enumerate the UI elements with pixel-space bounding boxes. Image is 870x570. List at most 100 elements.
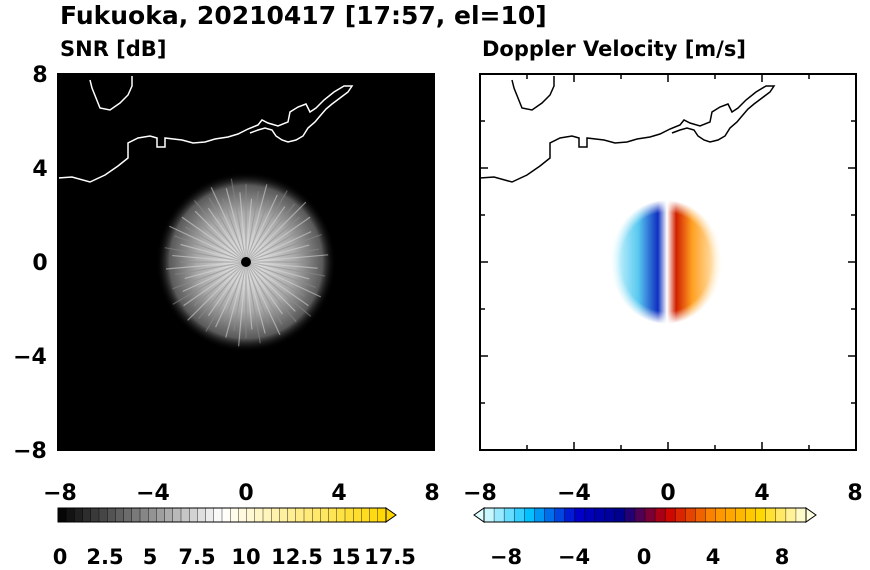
colorbar-bin (180, 507, 190, 523)
snr-ray (215, 261, 247, 328)
snr-coastline-north (89, 76, 133, 111)
snr-ray (205, 261, 247, 332)
doppler-panel-title: Doppler Velocity [m/s] (482, 37, 746, 61)
colorbar-bin (238, 507, 248, 523)
colorbar-bin (98, 507, 108, 523)
snr-ray (245, 216, 300, 263)
snr-ray (245, 191, 260, 263)
snr-echo (156, 172, 336, 352)
colorbar-bin (574, 507, 586, 523)
colorbar-bin (205, 507, 215, 523)
colorbar-bin (594, 507, 606, 523)
doppler-cbar-label-neg8: −8 (490, 545, 522, 569)
snr-ray (245, 261, 269, 324)
colorbar-bin (188, 507, 198, 523)
snr-tick-marks (57, 73, 435, 451)
colorbar-bin (584, 507, 596, 523)
colorbar-bin (312, 507, 322, 523)
snr-panel: SNR [dB] 8 4 0 −4 −8 −8 −4 0 4 8 0 2.5 5… (13, 37, 440, 569)
colorbar-bin (483, 507, 495, 523)
colorbar-bin (725, 507, 737, 523)
snr-cbar-label-5: 12.5 (271, 545, 323, 569)
snr-ray (245, 261, 296, 312)
colorbar-bin (715, 507, 727, 523)
snr-ray (175, 261, 247, 276)
colorbar-bin (123, 507, 133, 523)
snr-ytick-0: 0 (32, 251, 47, 276)
snr-colorbar-labels: 0 2.5 5 7.5 10 12.5 15 17.5 (53, 545, 416, 569)
snr-ray (245, 261, 318, 269)
snr-ray (197, 261, 247, 320)
snr-ray (245, 254, 329, 263)
colorbar-bin (246, 507, 256, 523)
snr-ray (210, 186, 247, 263)
snr-ray (184, 261, 247, 280)
doppler-xtick-neg8: −8 (463, 481, 497, 506)
snr-ray (233, 261, 247, 331)
colorbar-bin (82, 507, 92, 523)
snr-ray (245, 194, 278, 263)
figure-title: Fukuoka, 20210417 [17:57, el=10] (60, 1, 547, 30)
colorbar-bin (503, 507, 515, 523)
snr-ray (193, 200, 247, 263)
snr-ray (245, 261, 266, 334)
snr-ray (193, 261, 247, 306)
snr-ray (245, 261, 253, 330)
colorbar-bin (271, 507, 281, 523)
colorbar-bin (303, 507, 313, 523)
colorbar-bin (554, 507, 566, 523)
snr-ray (245, 198, 253, 263)
colorbar-bin (106, 507, 116, 523)
colorbar-bin (229, 507, 239, 523)
snr-ray (180, 243, 247, 263)
colorbar-bin (544, 507, 556, 523)
snr-ray (245, 261, 297, 323)
colorbar-bin (213, 507, 223, 523)
colorbar-bin (172, 507, 182, 523)
snr-ray (245, 261, 281, 336)
colorbar-bin (564, 507, 576, 523)
snr-ray (245, 261, 305, 297)
snr-ray (238, 261, 247, 347)
colorbar-bin (361, 507, 371, 523)
colorbar-bin (197, 507, 207, 523)
snr-ray (182, 261, 247, 293)
snr-ray (245, 261, 316, 288)
snr-ray (208, 197, 247, 263)
snr-ray (245, 216, 311, 263)
colorbar-bin (254, 507, 264, 523)
snr-ray (245, 261, 322, 298)
snr-ray (245, 261, 326, 277)
snr-ray (245, 261, 283, 325)
snr-cbar-label-6: 15 (331, 545, 360, 569)
doppler-coastline (479, 85, 776, 183)
snr-ray (245, 206, 286, 263)
colorbar-bin (65, 507, 75, 523)
snr-ray (181, 216, 247, 263)
snr-xtick-4: 4 (331, 481, 346, 506)
snr-ray (245, 261, 261, 344)
colorbar-bin (74, 507, 84, 523)
colorbar-bin (139, 507, 149, 523)
colorbar-bin (369, 507, 379, 523)
snr-ray (245, 229, 302, 263)
doppler-coastline-north (511, 76, 555, 111)
colorbar-bin (765, 507, 777, 523)
snr-colorbar (57, 507, 397, 523)
colorbar-bin (57, 507, 67, 523)
snr-ray (194, 210, 247, 263)
snr-ray (245, 203, 296, 263)
radar-site-marker (241, 257, 251, 267)
snr-ray (164, 247, 247, 263)
colorbar-bin (705, 507, 717, 523)
snr-ray (185, 226, 247, 263)
snr-ray (245, 231, 312, 263)
colorbar-bin (90, 507, 100, 523)
colorbar-bin (674, 507, 686, 523)
colorbar-bin (735, 507, 747, 523)
snr-ray (197, 220, 247, 263)
snr-cbar-label-0: 0 (53, 545, 68, 569)
snr-echo-rays (164, 178, 329, 347)
snr-ray (172, 254, 247, 263)
